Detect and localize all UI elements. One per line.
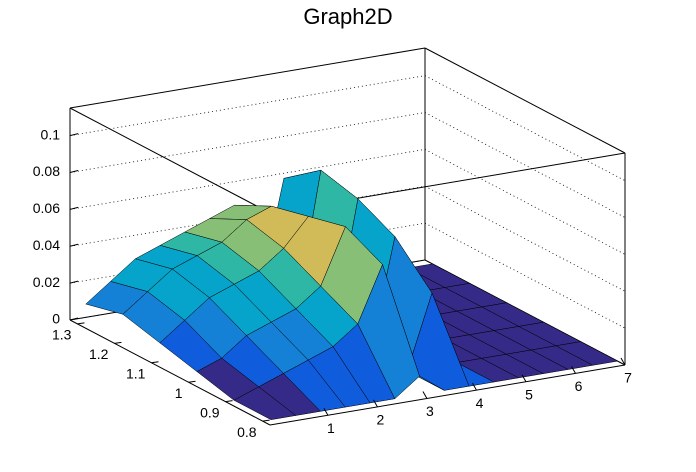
- grid-line: [424, 222, 626, 329]
- x-tick-label: 3: [426, 403, 434, 419]
- z-tick-label: 0.1: [41, 126, 61, 142]
- x-tick-label: 5: [525, 386, 533, 402]
- grid-line: [424, 75, 626, 182]
- y-tick: [114, 341, 122, 344]
- x-tick-label: 6: [575, 378, 583, 394]
- axes: 1 2 3 4 5 6 7 0.8 0.9 1 1.1 1.2 1.30 0.02 0.04 0.06 0.08…: [33, 108, 632, 440]
- y-tick: [225, 400, 233, 403]
- x-axis: [269, 364, 626, 426]
- z-tick-label: 0.06: [33, 200, 60, 216]
- z-tick-label: 0.02: [33, 274, 60, 290]
- y-tick-label: 0.8: [237, 424, 257, 440]
- box-edge: [69, 107, 271, 214]
- y-tick-label: 0.9: [200, 404, 220, 420]
- x-tick-label: 4: [476, 395, 484, 411]
- x-tick-label: 7: [624, 370, 632, 386]
- grid-line: [424, 149, 626, 255]
- chart-title: Graph2D: [303, 4, 392, 29]
- z-tick-label: 0: [52, 311, 60, 327]
- grid-line: [424, 185, 626, 292]
- y-tick: [188, 380, 196, 383]
- surface: [85, 169, 619, 420]
- z-tick: [69, 170, 79, 174]
- x-tick-label: 2: [377, 412, 385, 428]
- x-tick: [521, 374, 527, 382]
- y-axis: [69, 319, 271, 426]
- surface-cell: [233, 386, 297, 420]
- z-tick: [69, 243, 79, 247]
- box-edge: [69, 47, 426, 109]
- x-tick: [571, 366, 576, 374]
- y-tick-label: 1.1: [126, 365, 146, 381]
- y-tick-label: 1.3: [52, 327, 72, 343]
- x-tick: [472, 382, 477, 391]
- grid-line: [424, 112, 626, 218]
- z-tick: [69, 133, 79, 137]
- grid-line: [69, 75, 426, 137]
- z-tick: [69, 206, 79, 210]
- y-tick: [77, 322, 85, 325]
- z-tick-label: 0.08: [33, 163, 60, 179]
- z-tick: [69, 317, 79, 321]
- x-tick: [620, 357, 626, 366]
- y-tick-label: 1: [175, 385, 183, 401]
- y-tick-label: 1.2: [89, 346, 109, 362]
- y-tick: [151, 361, 159, 364]
- grid-line: [69, 112, 426, 173]
- grid-line: [69, 148, 426, 210]
- x-tick-label: 1: [327, 420, 335, 436]
- x-tick: [373, 399, 378, 408]
- x-tick: [422, 391, 428, 399]
- x-tick: [323, 407, 329, 416]
- z-tick-label: 0.04: [33, 237, 60, 253]
- box-edge: [424, 47, 626, 154]
- z-tick: [69, 280, 79, 284]
- y-tick: [262, 419, 270, 422]
